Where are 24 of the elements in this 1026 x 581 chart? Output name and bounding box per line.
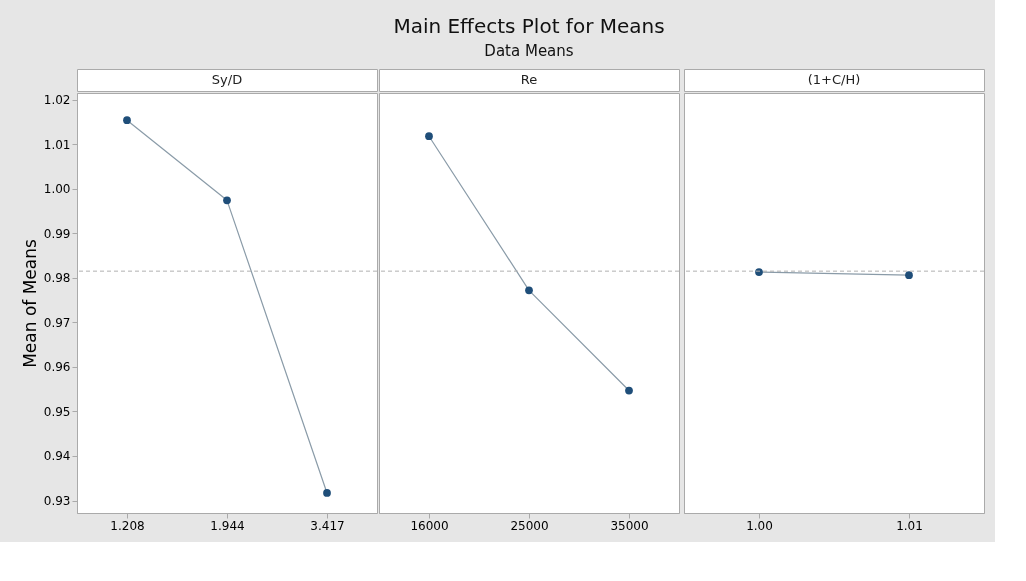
x-axis-title: (1+C/H) bbox=[807, 72, 861, 87]
x-tick-label: 16000 bbox=[410, 518, 449, 533]
chart-subtitle: Data Means bbox=[484, 42, 574, 60]
x-tick-label: 35000 bbox=[610, 518, 649, 533]
y-tick-label: 1.00 bbox=[43, 182, 71, 197]
y-tick-label: 0.96 bbox=[43, 360, 71, 375]
y-tick-label: 0.98 bbox=[43, 271, 71, 286]
x-tick-label: 1.01 bbox=[896, 518, 923, 533]
y-tick-label: 1.01 bbox=[43, 137, 71, 152]
x-tick-label: 25000 bbox=[510, 518, 549, 533]
y-tick-label: 0.93 bbox=[43, 494, 71, 509]
y-tick-label: 0.94 bbox=[43, 449, 71, 464]
x-tick-label: 3.417 bbox=[310, 518, 345, 533]
x-axis-title: Re bbox=[520, 72, 538, 87]
chart-title: Main Effects Plot for Means bbox=[393, 14, 665, 38]
y-tick-label: 0.99 bbox=[43, 226, 71, 241]
y-tick-label: 1.02 bbox=[43, 93, 71, 108]
y-tick-label: 0.95 bbox=[43, 404, 71, 419]
y-axis-title: Mean of Means bbox=[19, 239, 40, 368]
y-tick-label: 0.97 bbox=[43, 315, 71, 330]
x-axis-title: Sy/D bbox=[211, 72, 243, 87]
x-tick-label: 1.00 bbox=[746, 518, 773, 533]
x-tick-label: 1.944 bbox=[210, 518, 245, 533]
x-tick-label: 1.208 bbox=[110, 518, 145, 533]
